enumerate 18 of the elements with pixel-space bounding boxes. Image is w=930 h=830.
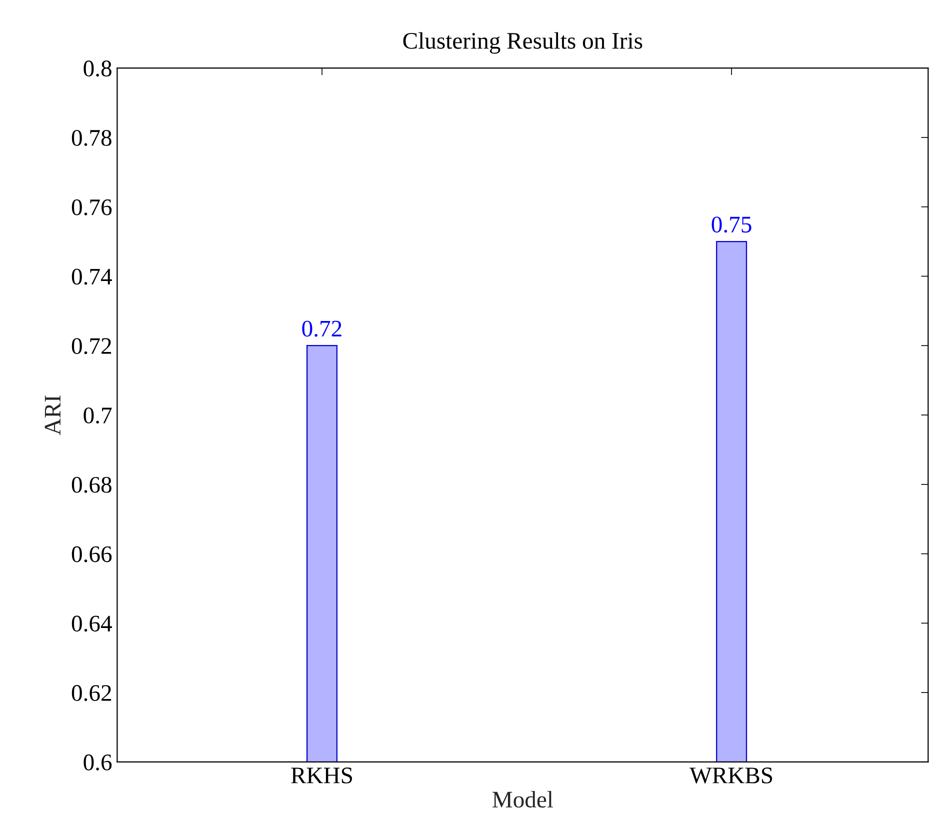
chart-title: Clustering Results on Iris [403,32,642,54]
x-tick-label: WRKBS [690,768,772,784]
x-axis-title: Model [492,790,554,808]
y-tick-label: 0.74 [72,268,112,285]
x-tick-label: RKHS [291,768,352,784]
y-tick-label: 0.76 [72,199,112,216]
y-tick-label: 0.66 [72,546,112,562]
data-label: 0.72 [302,320,342,337]
y-axis-title: ARI [44,396,60,436]
y-tick-label: 0.8 [84,60,112,77]
y-tick-label: 0.68 [72,476,112,493]
y-tick-label: 0.78 [72,130,112,146]
y-tick-label: 0.62 [72,685,112,702]
y-tick-label: 0.72 [72,338,112,354]
y-tick-label: 0.7 [84,407,112,424]
y-tick-label: 0.64 [72,616,112,632]
data-label: 0.75 [712,216,752,233]
y-tick-label: 0.6 [84,754,112,770]
